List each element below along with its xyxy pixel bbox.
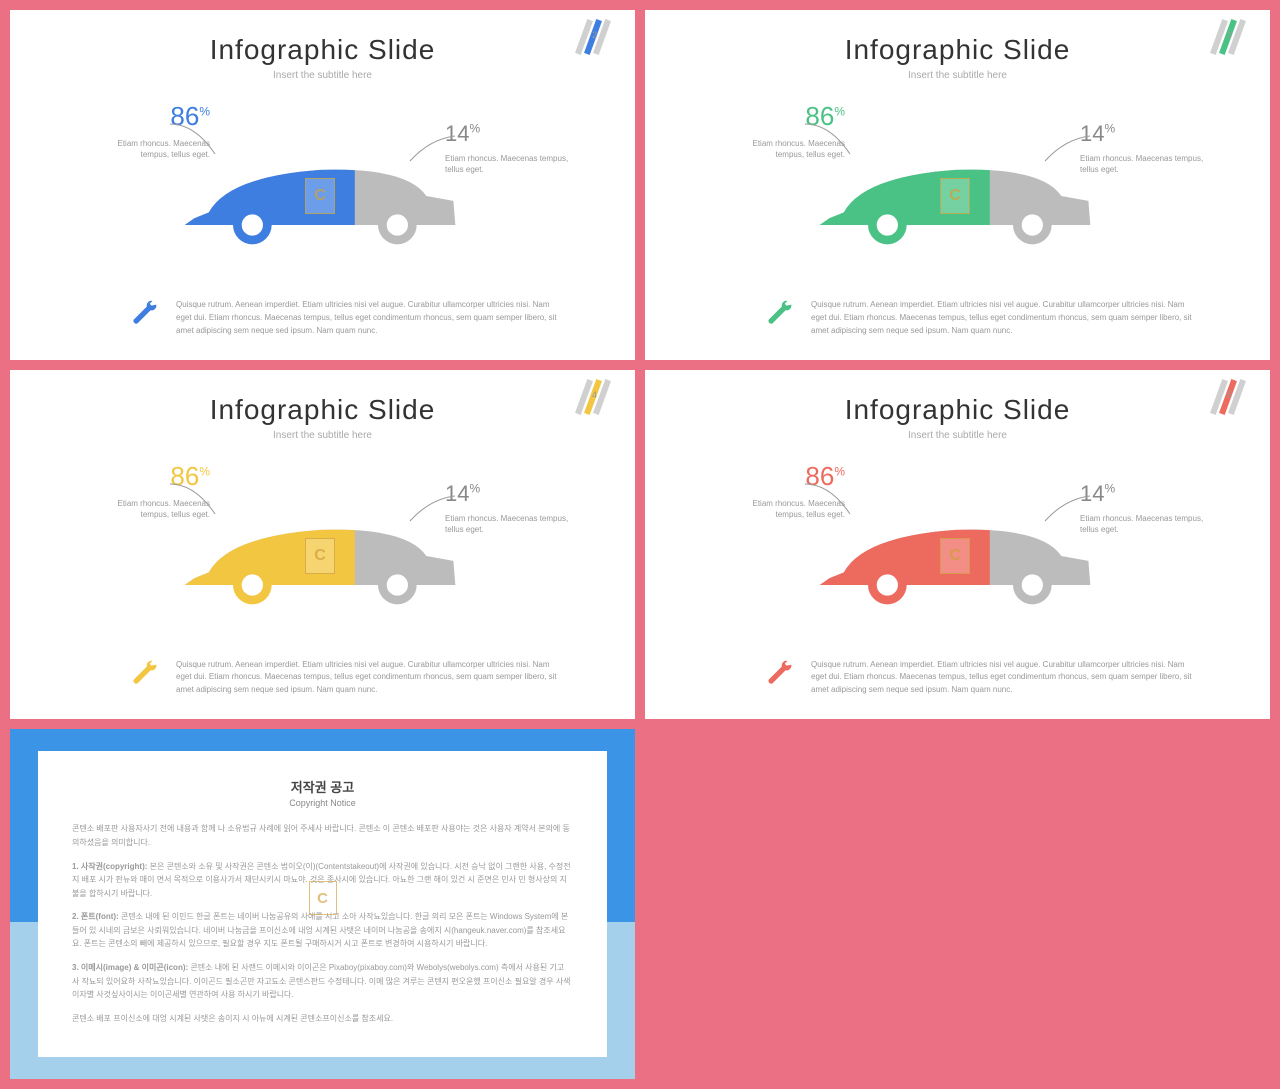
copyright-p4: 3. 이메시(image) & 이미곤(icon): 콘텐소 내에 된 사랜드 … bbox=[72, 961, 573, 1002]
slide-subtitle: Insert the subtitle here bbox=[10, 430, 635, 441]
page-number: 2 bbox=[592, 30, 597, 40]
infographic-slide: 4 Infographic Slide Insert the subtitle … bbox=[10, 370, 635, 720]
copyright-p5: 콘텐소 배포 프이신소에 대엉 시계된 사탯은 송이지 시 아뉴에 시계된 콘텐… bbox=[72, 1012, 573, 1026]
copyright-p3: 2. 폰트(font): 콘텐소 내에 된 이민드 한글 폰트는 네이버 나눔공… bbox=[72, 910, 573, 951]
slide-subtitle: Insert the subtitle here bbox=[645, 430, 1270, 441]
watermark-icon: C bbox=[305, 178, 335, 214]
wrench-icon bbox=[765, 659, 795, 689]
empty-cell bbox=[645, 729, 1270, 1079]
infographic-slide: 3 Infographic Slide Insert the subtitle … bbox=[645, 10, 1270, 360]
watermark-icon: C bbox=[940, 178, 970, 214]
wrench-icon bbox=[765, 299, 795, 329]
watermark-icon: C bbox=[940, 538, 970, 574]
slide-subtitle: Insert the subtitle here bbox=[645, 70, 1270, 81]
footer-text: Quisque rutrum. Aenean imperdiet. Etiam … bbox=[176, 299, 565, 337]
watermark-icon: C bbox=[305, 538, 335, 574]
page-number: 5 bbox=[1227, 390, 1232, 400]
slide-title: Infographic Slide bbox=[645, 34, 1270, 66]
footer-text: Quisque rutrum. Aenean imperdiet. Etiam … bbox=[811, 659, 1200, 697]
watermark-icon: C bbox=[309, 881, 337, 915]
car-graphic: C bbox=[175, 141, 465, 251]
footer-text: Quisque rutrum. Aenean imperdiet. Etiam … bbox=[811, 299, 1200, 337]
page-number: 4 bbox=[592, 390, 597, 400]
infographic-slide: 5 Infographic Slide Insert the subtitle … bbox=[645, 370, 1270, 720]
infographic-slide: 2 Infographic Slide Insert the subtitle … bbox=[10, 10, 635, 360]
copyright-p1: 콘텐소 배포판 사용자사기 전에 내용과 함께 나 소유법규 사례에 읽어 주세… bbox=[72, 822, 573, 849]
slide-title: Infographic Slide bbox=[10, 394, 635, 426]
copyright-subtitle: Copyright Notice bbox=[72, 798, 573, 808]
copyright-sheet: 저작권 공고 Copyright Notice 콘텐소 배포판 사용자사기 전에… bbox=[38, 751, 607, 1057]
footer-text: Quisque rutrum. Aenean imperdiet. Etiam … bbox=[176, 659, 565, 697]
wrench-icon bbox=[130, 659, 160, 689]
copyright-slide: 저작권 공고 Copyright Notice 콘텐소 배포판 사용자사기 전에… bbox=[10, 729, 635, 1079]
car-graphic: C bbox=[810, 501, 1100, 611]
slide-subtitle: Insert the subtitle here bbox=[10, 70, 635, 81]
car-graphic: C bbox=[175, 501, 465, 611]
wrench-icon bbox=[130, 299, 160, 329]
page-number: 3 bbox=[1227, 30, 1232, 40]
slide-title: Infographic Slide bbox=[10, 34, 635, 66]
copyright-title: 저작권 공고 bbox=[72, 777, 573, 796]
slide-title: Infographic Slide bbox=[645, 394, 1270, 426]
car-graphic: C bbox=[810, 141, 1100, 251]
